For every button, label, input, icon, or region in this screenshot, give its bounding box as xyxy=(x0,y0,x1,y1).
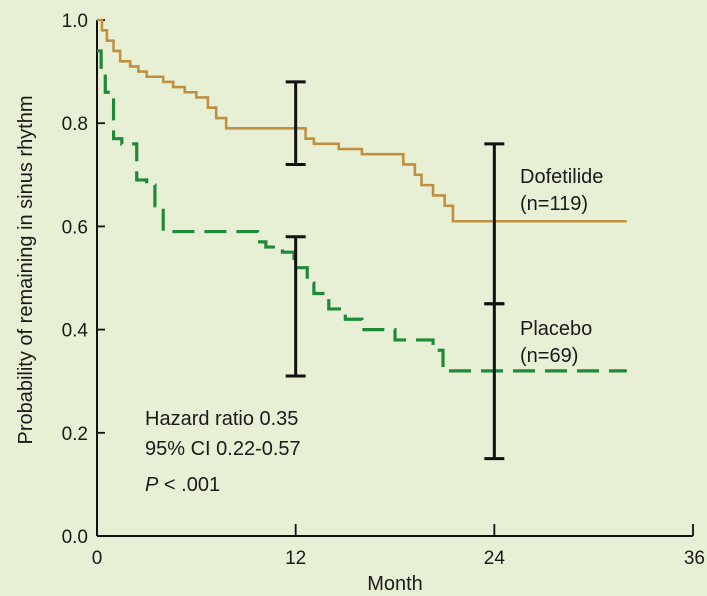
x-tick-label: 36 xyxy=(684,548,705,569)
y-tick-label: 0.2 xyxy=(62,424,88,445)
series-line-placebo xyxy=(97,49,627,373)
legend-n-placebo: (n=69) xyxy=(520,345,578,367)
y-tick-label: 0.0 xyxy=(62,527,88,548)
x-tick-label: 12 xyxy=(285,548,306,569)
x-axis-title: Month xyxy=(367,573,423,595)
p-value-italic: P xyxy=(145,474,159,496)
y-tick-label: 0.4 xyxy=(62,321,89,342)
y-axis-title: Probability of remaining in sinus rhythm xyxy=(15,95,37,444)
hazard-ratio-text: Hazard ratio 0.35 xyxy=(145,408,298,430)
y-tick-label: 0.8 xyxy=(62,114,88,135)
p-value-text: P < .001 xyxy=(145,474,220,496)
x-tick-label: 0 xyxy=(92,548,103,569)
series-layer xyxy=(97,18,627,373)
ci-text: 95% CI 0.22-0.57 xyxy=(145,438,301,460)
x-tick-label: 24 xyxy=(484,548,506,569)
axes: 0.0 0.2 0.4 0.6 0.8 1.0 0 12 24 36 xyxy=(62,11,705,569)
series-line-dofetilide xyxy=(97,18,627,223)
y-tick-label: 1.0 xyxy=(62,11,88,32)
p-value-rest: < .001 xyxy=(158,474,220,496)
legend-label-placebo: Placebo xyxy=(520,318,592,340)
errorbar-layer xyxy=(285,80,505,461)
legend-label-dofetilide: Dofetilide xyxy=(520,166,603,188)
y-tick-label: 0.6 xyxy=(62,217,88,238)
legend-n-dofetilide: (n=119) xyxy=(520,193,588,215)
